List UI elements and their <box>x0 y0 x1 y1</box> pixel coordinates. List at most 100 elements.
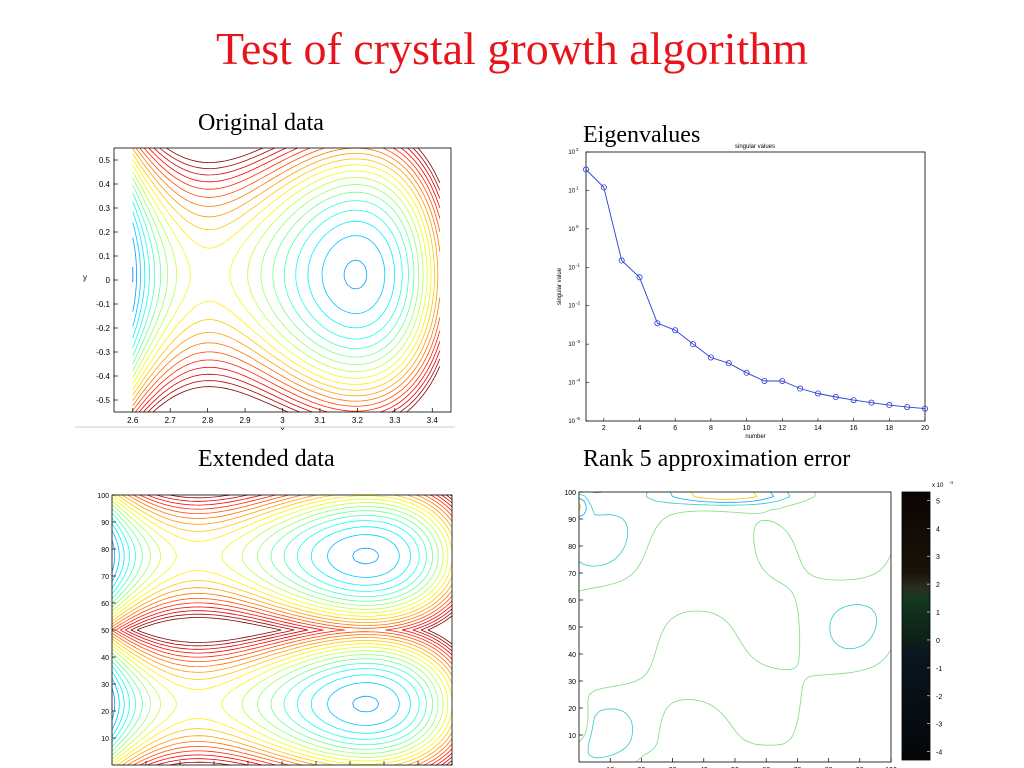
colorbar <box>901 491 931 761</box>
x-tick-label: 8 <box>709 425 713 432</box>
colorbar-tick-label: -1 <box>936 666 942 673</box>
contour-line-10 <box>132 159 432 390</box>
contour-line-15 <box>120 494 453 766</box>
singular-value-point <box>921 405 928 412</box>
y-tick-label: 10 <box>568 733 576 740</box>
contour-line-1 <box>111 530 400 730</box>
singular-value-point <box>672 327 679 334</box>
y-tick-label: 90 <box>101 520 109 527</box>
contour-line-2 <box>132 222 386 327</box>
singular-value-point <box>779 377 786 384</box>
x-tick-label: 2 <box>602 425 606 432</box>
y-tick-base: 10 <box>568 227 575 233</box>
colorbar-tick-label: -2 <box>936 694 942 701</box>
y-tick-label: 30 <box>101 682 109 689</box>
y-tick-label: -0.4 <box>96 372 110 381</box>
contour-line-18 <box>147 147 441 413</box>
singular-value-point <box>832 394 839 401</box>
y-tick-label: 100 <box>97 493 109 500</box>
x-tick-label: 6 <box>673 425 677 432</box>
y-tick-exponent: -2 <box>576 301 580 306</box>
y-tick-label: 50 <box>101 628 109 635</box>
x-tick-label: 2.7 <box>165 416 177 425</box>
y-axis-label: singular value <box>557 267 563 305</box>
approximation-error-contour-plot: 1020304050607080901001009080706050403020… <box>564 480 953 768</box>
chart-title: singular values <box>735 144 775 150</box>
colorbar-tick-label: 3 <box>936 554 940 561</box>
x-tick-label: 2.9 <box>239 416 251 425</box>
x-tick-label: 3.4 <box>427 416 439 425</box>
y-tick-base: 10 <box>568 150 575 156</box>
y-tick-base: 10 <box>568 188 575 194</box>
caption-original-data: Original data <box>198 110 324 136</box>
y-tick-exponent: 2 <box>576 147 579 152</box>
y-tick-label: -0.5 <box>96 396 110 405</box>
x-tick-label: 3 <box>280 416 285 425</box>
contour-line-0 <box>578 491 892 763</box>
y-tick-label: 20 <box>101 709 109 716</box>
contour-line-3 <box>111 517 420 743</box>
caption-eigenvalues: Eigenvalues <box>583 122 701 148</box>
extended-data-contour-plot: 1020304050607080901001009080706050403020… <box>97 493 453 766</box>
singular-value-point <box>868 399 875 406</box>
contour-line-8 <box>111 497 449 763</box>
y-tick-exponent: 0 <box>576 224 579 229</box>
y-tick-label: 40 <box>101 655 109 662</box>
contour-line-13 <box>132 147 441 406</box>
contour-line-4 <box>132 201 403 348</box>
caption-extended-data: Extended data <box>198 446 335 472</box>
y-tick-label: 0.2 <box>99 228 111 237</box>
singular-value-point <box>582 166 589 173</box>
colorbar-scale-label: x 10 <box>932 483 944 489</box>
contour-line-2 <box>578 491 775 518</box>
contour-line-9 <box>111 494 453 766</box>
contour-lines <box>111 494 453 766</box>
contour-line-15 <box>135 147 441 413</box>
contour-lines <box>578 491 892 763</box>
y-tick-label: 90 <box>568 517 576 524</box>
contour-line-11 <box>111 494 453 766</box>
x-axis-label: number <box>745 434 765 440</box>
caption-approximation-error: Rank 5 approximation error <box>583 446 851 472</box>
contour-line-14 <box>115 494 453 766</box>
singular-value-point <box>690 341 697 348</box>
y-tick-label: 0.5 <box>99 156 111 165</box>
y-axis-label: y <box>83 273 87 282</box>
contour-line-16 <box>138 147 441 413</box>
contour-line-12 <box>132 148 439 401</box>
contour-line-5 <box>132 192 409 357</box>
singular-value-point <box>707 354 714 361</box>
x-tick-label: 10 <box>743 425 751 432</box>
y-tick-label: 0 <box>106 276 111 285</box>
colorbar-tick-label: 4 <box>936 526 940 533</box>
y-tick-label: 50 <box>568 625 576 632</box>
x-tick-label: 2.6 <box>127 416 139 425</box>
colorbar-tick-label: 0 <box>936 638 940 645</box>
contour-line-6 <box>132 185 415 365</box>
contour-line-0 <box>111 540 380 720</box>
slide-title: Test of crystal growth algorithm <box>215 23 809 74</box>
y-tick-base: 10 <box>568 265 575 271</box>
y-tick-exponent: 1 <box>576 185 579 190</box>
x-tick-label: 3.2 <box>352 416 364 425</box>
y-tick-base: 10 <box>568 304 575 310</box>
y-tick-label: 20 <box>568 706 576 713</box>
y-tick-label: 0.1 <box>99 252 111 261</box>
colorbar-scale-exponent: -4 <box>949 480 953 485</box>
singular-values-series-line <box>585 169 926 410</box>
contour-line-17 <box>143 147 441 413</box>
contour-line-11 <box>132 153 435 396</box>
y-tick-label: 70 <box>101 574 109 581</box>
y-tick-exponent: -4 <box>576 378 580 383</box>
colorbar-tick-label: -4 <box>936 750 942 757</box>
x-axis-label: x <box>281 425 285 430</box>
plot-frame <box>585 151 926 422</box>
y-tick-exponent: -5 <box>576 416 580 421</box>
x-tick-label: 18 <box>885 425 893 432</box>
x-tick-label: 12 <box>778 425 786 432</box>
singular-value-point <box>654 320 661 327</box>
x-tick-label: 20 <box>921 425 929 432</box>
colorbar-tick-label: -3 <box>936 722 942 729</box>
y-tick-exponent: -3 <box>576 339 580 344</box>
